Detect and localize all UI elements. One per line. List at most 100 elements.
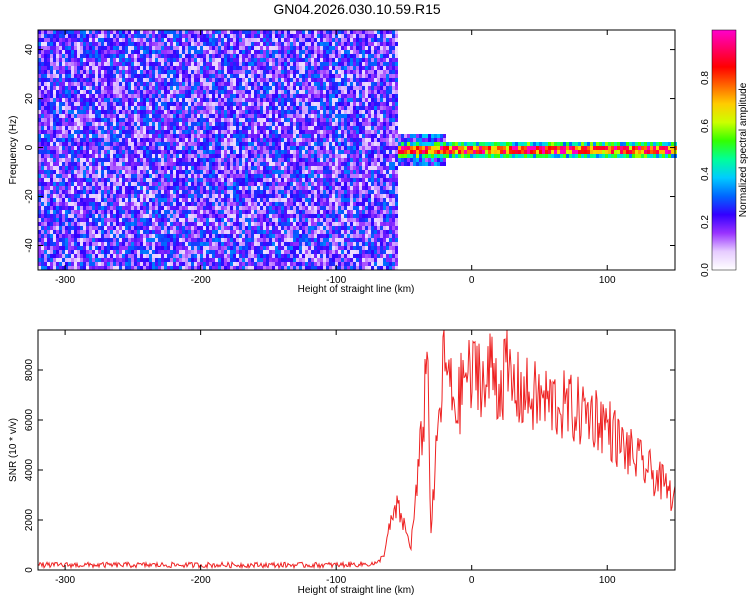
spectrogram-cell xyxy=(62,126,65,130)
spectrogram-cell xyxy=(161,98,164,102)
spectrogram-cell xyxy=(224,114,227,118)
spectrogram-cell xyxy=(245,226,248,230)
spectrogram-cell xyxy=(164,42,167,46)
spectrogram-cell xyxy=(158,38,161,42)
spectrogram-cell xyxy=(125,90,128,94)
spectrogram-cell xyxy=(155,90,158,94)
spectrogram-cell xyxy=(242,66,245,70)
spectrogram-cell xyxy=(164,246,167,250)
spectrogram-cell xyxy=(86,218,89,222)
spectrogram-cell xyxy=(245,102,248,106)
spectrogram-cell xyxy=(194,246,197,250)
spectrogram-cell xyxy=(68,258,71,262)
spectrogram-cell xyxy=(278,210,281,214)
spectrogram-cell xyxy=(248,246,251,250)
spectrogram-cell xyxy=(62,58,65,62)
spectrogram-cell xyxy=(59,122,62,126)
spectrogram-cell xyxy=(185,126,188,130)
spectrogram-cell xyxy=(155,98,158,102)
spectrogram-cell xyxy=(260,66,263,70)
spectrogram-cell xyxy=(140,214,143,218)
spectrogram-cell xyxy=(98,42,101,46)
spectrogram-cell xyxy=(143,266,146,270)
spectrogram-cell xyxy=(281,266,284,270)
spectrogram-cell xyxy=(44,238,47,242)
spectrogram-cell xyxy=(158,194,161,198)
spectrogram-cell xyxy=(92,66,95,70)
spectrogram-cell xyxy=(41,38,44,42)
spectrogram-cell xyxy=(47,54,50,58)
spectrogram-cell xyxy=(125,98,128,102)
spectrogram-cell xyxy=(251,98,254,102)
spectrogram-cell xyxy=(254,174,257,178)
spectrogram-cell xyxy=(68,146,71,150)
spectrogram-cell xyxy=(191,190,194,194)
spectrogram-cell xyxy=(149,66,152,70)
spectrogram-cell xyxy=(134,214,137,218)
spectrogram-cell xyxy=(98,182,101,186)
spectrogram-cell xyxy=(194,98,197,102)
spectrogram-cell xyxy=(74,186,77,190)
spectrogram-cell xyxy=(137,218,140,222)
spectrogram-cell xyxy=(266,234,269,238)
spectrogram-cell xyxy=(107,246,110,250)
spectrogram-cell xyxy=(266,246,269,250)
spectrogram-cell xyxy=(278,54,281,58)
spectrogram-cell xyxy=(71,134,74,138)
spectrogram-cell xyxy=(68,70,71,74)
spectrogram-cell xyxy=(269,154,272,158)
spectrogram-cell xyxy=(80,126,83,130)
spectrogram-cell xyxy=(176,198,179,202)
spectrogram-cell xyxy=(170,198,173,202)
spectrogram-cell xyxy=(101,62,104,66)
spectrogram-cell xyxy=(251,190,254,194)
spectrogram-cell xyxy=(263,218,266,222)
spectrogram-cell xyxy=(83,206,86,210)
spectrogram-cell xyxy=(281,242,284,246)
spectrogram-cell xyxy=(188,54,191,58)
spectrogram-cell xyxy=(284,222,287,226)
spectrogram-cell xyxy=(197,82,200,86)
spectrogram-cell xyxy=(254,146,257,150)
spectrogram-cell xyxy=(98,190,101,194)
spectrogram-cell xyxy=(194,158,197,162)
spectrogram-cell xyxy=(221,226,224,230)
spectrogram-cell xyxy=(65,42,68,46)
spectrogram-cell xyxy=(167,158,170,162)
spectrogram-cell xyxy=(71,202,74,206)
spectrogram-cell xyxy=(116,258,119,262)
spectrogram-cell xyxy=(38,262,41,266)
spectrogram-cell xyxy=(92,198,95,202)
spectrogram-cell xyxy=(266,34,269,38)
spectrogram-cell xyxy=(257,70,260,74)
spectrogram-cell xyxy=(125,242,128,246)
spectrogram-cell xyxy=(155,234,158,238)
spectrogram-cell xyxy=(236,98,239,102)
spectrogram-cell xyxy=(134,242,137,246)
spectrogram-cell xyxy=(113,238,116,242)
spectrogram-cell xyxy=(209,138,212,142)
spectrogram-cell xyxy=(281,226,284,230)
spectrogram-cell xyxy=(197,182,200,186)
spectrogram-cell xyxy=(254,170,257,174)
spectrogram-cell xyxy=(278,30,281,34)
spectrogram-cell xyxy=(152,102,155,106)
spectrogram-cell xyxy=(155,118,158,122)
spectrogram-cell xyxy=(251,246,254,250)
spectrogram-cell xyxy=(194,182,197,186)
spectrogram-cell xyxy=(221,214,224,218)
spectrogram-cell xyxy=(110,194,113,198)
spectrogram-cell xyxy=(191,234,194,238)
spectrogram-cell xyxy=(224,102,227,106)
spectrogram-cell xyxy=(155,158,158,162)
spectrogram-cell xyxy=(260,126,263,130)
spectrogram-cell xyxy=(134,266,137,270)
spectrogram-cell xyxy=(92,214,95,218)
spectrogram-cell xyxy=(107,94,110,98)
spectrogram-cell xyxy=(98,214,101,218)
spectrogram-cell xyxy=(152,90,155,94)
spectrogram-cell xyxy=(116,70,119,74)
spectrogram-cell xyxy=(113,222,116,226)
spectrogram-cell xyxy=(167,186,170,190)
spectrogram-cell xyxy=(110,90,113,94)
